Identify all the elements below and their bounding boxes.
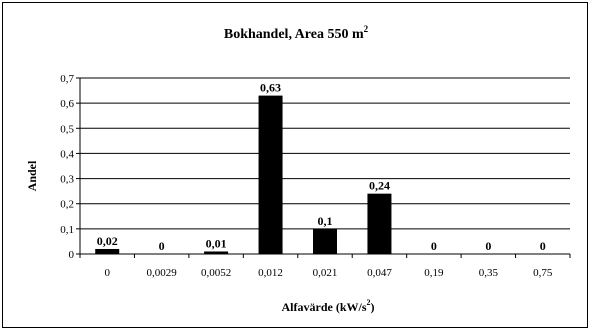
- x-tick-label: 0,19: [424, 267, 444, 279]
- y-axis-label: Andel: [25, 160, 39, 191]
- x-tick-label: 0: [104, 267, 110, 279]
- chart-frame: [2, 2, 588, 328]
- x-axis-label: Alfavärde (kW/s2): [282, 298, 375, 314]
- data-label: 0,02: [97, 234, 118, 248]
- data-label: 0,63: [260, 81, 281, 95]
- x-tick-label: 0,047: [367, 267, 392, 279]
- data-label: 0: [159, 239, 165, 253]
- bar: [204, 251, 229, 254]
- x-tick-label: 0,021: [313, 267, 338, 279]
- axes: 0 0,1 0,2 0,3 0,4 0,5 0,6 0,7 0 0,0029 0,0052 0,012…: [60, 73, 571, 279]
- x-tick-label: 0,0029: [147, 267, 178, 279]
- x-tick-label: 0,75: [533, 267, 553, 279]
- data-label: 0: [431, 239, 437, 253]
- bars: [95, 95, 392, 254]
- data-label: 0: [485, 239, 491, 253]
- y-tick-label: 0,5: [60, 123, 74, 135]
- y-tick-label: 0,4: [60, 148, 74, 160]
- bar: [313, 228, 337, 254]
- y-tick-label: 0,1: [60, 224, 74, 236]
- data-label: 0,24: [369, 179, 390, 193]
- y-tick-label: 0,3: [60, 174, 74, 186]
- y-tick-label: 0,2: [60, 199, 74, 211]
- x-tick-label: 0,0052: [201, 267, 231, 279]
- data-labels: 0,02 0 0,01 0,63 0,1 0,24 0 0 0: [97, 81, 546, 253]
- y-tick-label: 0,6: [60, 98, 74, 110]
- chart-title: Bokhandel, Area 550 m2: [224, 24, 369, 42]
- data-label: 0,01: [206, 236, 227, 250]
- gridlines: [80, 77, 570, 230]
- x-tick-label: 0,012: [258, 267, 283, 279]
- bar: [367, 193, 392, 254]
- data-label: 0,1: [318, 214, 333, 228]
- bar: [95, 248, 120, 254]
- data-label: 0: [540, 239, 546, 253]
- x-tick-label: 0,35: [479, 267, 499, 279]
- bar: [258, 95, 283, 254]
- y-tick-label: 0: [69, 249, 75, 261]
- y-tick-label: 0,7: [60, 73, 74, 85]
